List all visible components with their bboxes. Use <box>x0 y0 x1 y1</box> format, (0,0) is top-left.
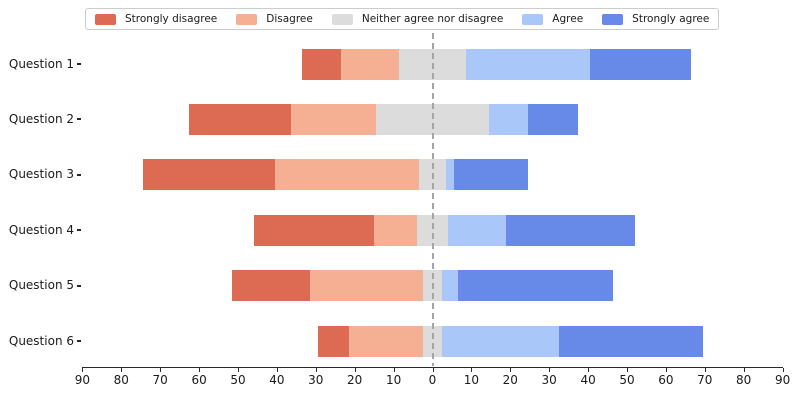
x-tick-label: 80 <box>736 373 752 387</box>
category-label: Question 3 <box>8 167 74 182</box>
x-tick-mark <box>393 368 395 372</box>
bar-segment-disagree <box>341 48 400 80</box>
bar-segment-strongly-disagree <box>232 270 310 302</box>
legend-label: Neither agree nor disagree <box>361 13 504 25</box>
bar-segment-disagree <box>348 325 423 357</box>
bar-segment-strongly-agree <box>558 325 703 357</box>
legend-item-agree: Agree <box>522 13 583 25</box>
x-tick-label: 40 <box>580 373 596 387</box>
legend-label: Strongly agree <box>632 13 710 25</box>
x-tick-label: 70 <box>697 373 713 387</box>
bar-segment-agree <box>446 159 454 191</box>
legend-item-strongly-agree: Strongly agree <box>602 13 709 25</box>
category-label: Question 4 <box>8 222 74 237</box>
x-tick-mark <box>588 368 590 372</box>
x-tick-label: 30 <box>308 373 324 387</box>
bar-segment-strongly-agree <box>506 214 635 246</box>
x-tick-label: 0 <box>428 373 437 387</box>
x-tick-label: 60 <box>658 373 674 387</box>
category-label: Question 6 <box>8 333 74 348</box>
x-tick-label: 80 <box>113 373 129 387</box>
bar-segment-agree <box>488 103 528 135</box>
x-tick-mark <box>315 368 317 372</box>
bar-segment-strongly-disagree <box>142 159 275 191</box>
x-tick-mark <box>199 368 201 372</box>
y-tick-mark <box>77 173 81 176</box>
bar-segment-strongly-disagree <box>302 48 342 80</box>
x-tick-label: 10 <box>385 373 402 387</box>
y-tick-mark <box>77 63 81 65</box>
x-tick-mark <box>704 368 706 372</box>
x-tick-mark <box>121 368 123 372</box>
bar-segment-agree <box>448 214 507 246</box>
bar-segment-strongly-agree <box>457 270 614 302</box>
category-label: Question 2 <box>8 111 74 126</box>
bar-segment-strongly-agree <box>527 103 579 135</box>
x-tick-mark <box>432 368 434 372</box>
bar-segment-strongly-disagree <box>317 325 349 357</box>
x-tick-mark <box>782 368 784 372</box>
legend-swatch-icon <box>236 13 258 25</box>
bar-segment-strongly-disagree <box>253 214 375 246</box>
x-tick-label: 90 <box>774 373 791 387</box>
legend-item-strongly-disagree: Strongly disagree <box>95 13 217 25</box>
x-tick-label: 60 <box>191 373 207 387</box>
x-tick-label: 70 <box>152 373 168 387</box>
x-tick-label: 20 <box>502 373 518 387</box>
legend-swatch-icon <box>602 13 624 25</box>
y-tick-mark <box>77 229 81 232</box>
x-tick-label: 50 <box>230 373 246 387</box>
x-tick-mark <box>471 368 473 372</box>
x-tick-mark <box>549 368 551 372</box>
bar-segment-strongly-agree <box>453 159 528 191</box>
legend-label: Strongly disagree <box>125 13 218 25</box>
bar-segment-disagree <box>290 103 377 135</box>
bar-segment-disagree <box>274 159 419 191</box>
bar-segment-agree <box>442 325 559 357</box>
bar-segment-strongly-agree <box>590 48 692 80</box>
legend-swatch-icon <box>95 13 116 25</box>
x-tick-label: 30 <box>541 373 557 387</box>
x-tick-mark <box>665 368 667 372</box>
legend-swatch-icon <box>522 13 544 25</box>
y-tick-mark <box>77 340 81 342</box>
x-tick-mark <box>743 368 745 372</box>
y-tick-mark <box>77 284 81 287</box>
bar-segment-agree <box>442 270 458 302</box>
x-tick-mark <box>238 368 239 372</box>
bar-segment-strongly-disagree <box>189 103 291 135</box>
x-tick-label: 20 <box>347 373 363 387</box>
x-tick-mark <box>354 368 356 372</box>
legend-label: Agree <box>552 13 584 25</box>
bar-segment-disagree <box>309 270 423 302</box>
y-tick-mark <box>77 118 81 121</box>
x-tick-mark <box>160 368 162 372</box>
legend-swatch-icon <box>331 13 353 25</box>
zero-baseline <box>431 33 434 366</box>
bar-segment-agree <box>465 48 591 80</box>
legend-item-neither-agree-nor-disagree: Neither agree nor disagree <box>331 13 504 25</box>
x-tick-mark <box>276 368 278 372</box>
x-tick-label: 40 <box>269 373 285 387</box>
category-label: Question 1 <box>8 56 74 71</box>
x-axis-line <box>82 367 783 368</box>
bar-segment-disagree <box>374 214 417 246</box>
x-tick-label: 50 <box>619 373 635 387</box>
x-tick-label: 90 <box>74 373 91 387</box>
x-tick-mark <box>627 368 628 372</box>
legend-label: Disagree <box>266 13 313 25</box>
legend: Strongly disagree Disagree Neither agree n… <box>85 8 720 30</box>
x-tick-label: 10 <box>463 373 480 387</box>
category-label: Question 5 <box>8 278 74 293</box>
legend-item-disagree: Disagree <box>236 13 313 25</box>
x-tick-mark <box>510 368 512 372</box>
x-tick-mark <box>82 368 84 372</box>
